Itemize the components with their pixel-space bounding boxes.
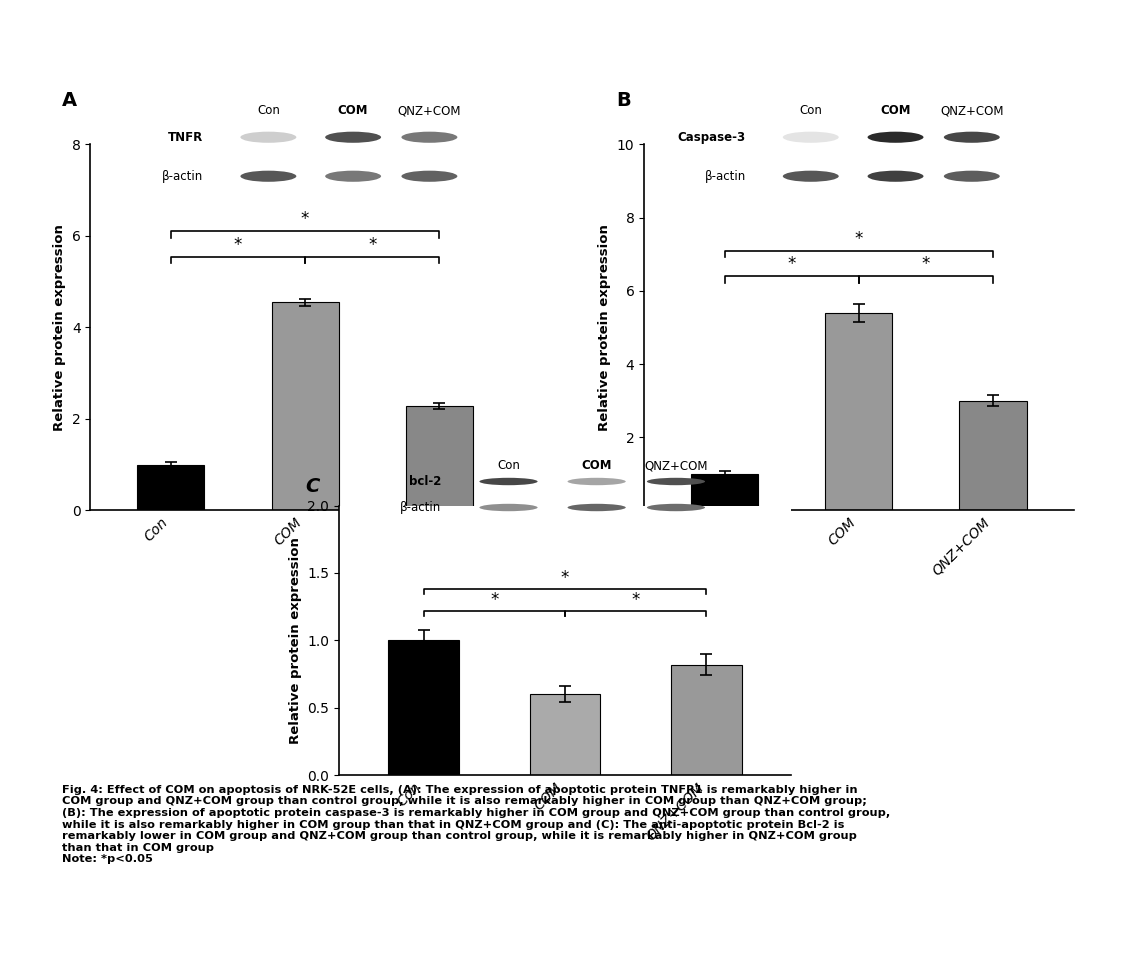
Ellipse shape: [944, 170, 1000, 182]
Text: COM: COM: [582, 459, 611, 472]
Text: β-actin: β-actin: [704, 169, 746, 183]
Text: *: *: [368, 236, 376, 253]
Ellipse shape: [401, 170, 458, 182]
Y-axis label: Relative protein expression: Relative protein expression: [289, 537, 302, 743]
Text: β-actin: β-actin: [162, 169, 203, 183]
Ellipse shape: [479, 478, 538, 485]
Text: Fig. 4: Effect of COM on apoptosis of NRK-52E cells, (A): The expression of apop: Fig. 4: Effect of COM on apoptosis of NR…: [62, 785, 890, 865]
Y-axis label: Relative protein expression: Relative protein expression: [53, 224, 67, 430]
Text: Caspase-3: Caspase-3: [678, 131, 746, 143]
Text: QNZ+COM: QNZ+COM: [940, 104, 1003, 117]
Text: *: *: [788, 255, 796, 273]
Ellipse shape: [646, 504, 705, 511]
Ellipse shape: [241, 132, 296, 143]
Text: COM: COM: [880, 104, 911, 117]
Ellipse shape: [401, 132, 458, 143]
Bar: [389, 640, 459, 775]
Ellipse shape: [783, 170, 838, 182]
Ellipse shape: [944, 132, 1000, 143]
Ellipse shape: [479, 504, 538, 511]
Text: *: *: [632, 590, 640, 609]
Bar: [530, 694, 600, 775]
Ellipse shape: [567, 478, 626, 485]
Text: Con: Con: [497, 459, 520, 472]
Text: Con: Con: [257, 104, 280, 117]
Text: QNZ+COM: QNZ+COM: [644, 459, 707, 472]
Ellipse shape: [241, 170, 296, 182]
Text: C: C: [305, 477, 320, 496]
Text: bcl-2: bcl-2: [409, 475, 441, 488]
Ellipse shape: [783, 132, 838, 143]
Text: A: A: [62, 91, 77, 111]
Text: TNFR: TNFR: [168, 131, 203, 143]
Bar: [692, 474, 758, 510]
Ellipse shape: [325, 170, 381, 182]
Text: *: *: [854, 229, 863, 247]
Text: *: *: [301, 211, 310, 228]
Ellipse shape: [325, 132, 381, 143]
Text: *: *: [560, 569, 570, 587]
Bar: [825, 313, 893, 510]
Bar: [271, 302, 339, 510]
Bar: [406, 406, 472, 510]
Text: COM: COM: [338, 104, 368, 117]
Text: B: B: [616, 91, 631, 111]
Text: *: *: [234, 236, 242, 253]
Text: β-actin: β-actin: [400, 501, 441, 514]
Ellipse shape: [567, 504, 626, 511]
Text: Con: Con: [799, 104, 823, 117]
Text: *: *: [490, 590, 498, 609]
Y-axis label: Relative protein expression: Relative protein expression: [598, 224, 611, 430]
Bar: [959, 401, 1026, 510]
Text: *: *: [922, 255, 930, 273]
Ellipse shape: [868, 170, 923, 182]
Ellipse shape: [646, 478, 705, 485]
Bar: [671, 664, 741, 775]
Ellipse shape: [868, 132, 923, 143]
Text: QNZ+COM: QNZ+COM: [398, 104, 461, 117]
Bar: [138, 465, 205, 510]
